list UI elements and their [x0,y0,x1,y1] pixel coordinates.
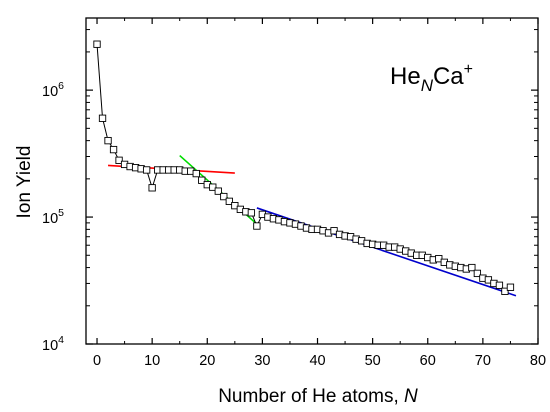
data-point [468,263,476,272]
data-point [231,202,239,210]
data-point [98,114,107,122]
data-point [209,183,217,191]
y-tick-label: 104 [42,334,64,354]
x-tick-label: 60 [420,353,436,369]
data-point [220,192,228,201]
x-tick-label: 10 [144,353,160,369]
data-point [253,222,261,230]
x-tick-label: 30 [254,353,270,369]
data-point [214,187,222,195]
x-tick-label: 40 [309,353,325,369]
data-point [109,145,118,154]
chart-annotation: HeNCa+ [390,61,473,95]
x-axis: 0 10 20 30 40 50 60 70 80 [93,18,546,369]
plot-frame [85,17,539,345]
x-tick-label: 70 [475,353,491,369]
data-point [495,281,504,289]
data-point [115,156,123,164]
data-point [104,136,112,145]
y-tick-label: 106 [42,80,64,100]
y-axis-label: Ion Yield [14,146,35,219]
x-tick-label: 80 [530,353,546,369]
data-point [330,227,338,235]
data-point [506,283,515,291]
data-series [93,40,515,295]
fit-lines [108,154,517,297]
data-point [198,176,206,184]
x-tick-label: 20 [199,353,215,369]
y-tick-label: 105 [42,207,64,227]
x-axis-label: Number of He atoms, N [218,386,418,407]
data-point [501,287,509,295]
data-point [247,209,256,217]
x-tick-label: 0 [93,353,101,369]
data-point [473,269,482,278]
x-tick-label: 50 [365,353,381,369]
data-point [142,166,151,174]
data-point [225,197,233,205]
data-point [192,169,200,178]
data-point [148,184,156,192]
data-point [93,40,101,48]
y-axis: 104 105 106 [42,29,538,354]
